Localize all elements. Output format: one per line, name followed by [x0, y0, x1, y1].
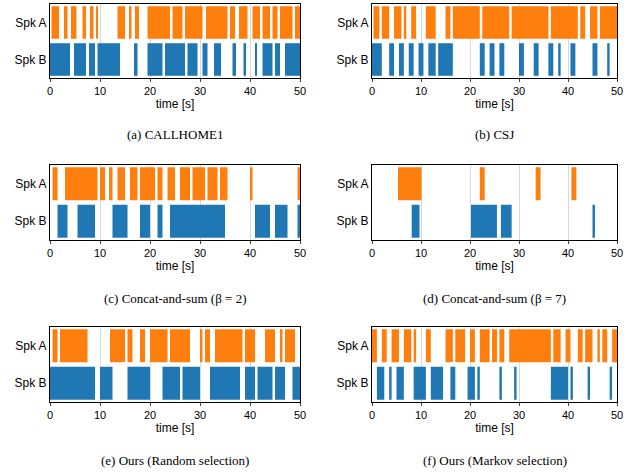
- svg-text:30: 30: [194, 85, 206, 97]
- svg-text:(d) Concat-and-sum (β = 7): (d) Concat-and-sum (β = 7): [423, 291, 566, 306]
- svg-text:50: 50: [294, 85, 306, 97]
- svg-text:10: 10: [415, 85, 427, 97]
- svg-text:Spk B: Spk B: [337, 53, 369, 67]
- svg-text:time [s]: time [s]: [156, 421, 195, 435]
- svg-text:Spk B: Spk B: [15, 53, 47, 67]
- svg-text:Spk A: Spk A: [15, 339, 46, 353]
- svg-text:20: 20: [464, 409, 476, 421]
- svg-text:time [s]: time [s]: [475, 259, 514, 273]
- svg-text:0: 0: [47, 409, 53, 421]
- svg-text:(e) Ours (Random selection): (e) Ours (Random selection): [101, 453, 249, 468]
- svg-text:Spk A: Spk A: [15, 177, 46, 191]
- svg-text:20: 20: [464, 85, 476, 97]
- svg-text:10: 10: [415, 409, 427, 421]
- svg-text:(b) CSJ: (b) CSJ: [475, 127, 514, 142]
- svg-text:Spk B: Spk B: [15, 376, 47, 390]
- svg-text:40: 40: [244, 409, 256, 421]
- svg-text:50: 50: [611, 409, 623, 421]
- svg-text:0: 0: [369, 409, 375, 421]
- svg-text:Spk B: Spk B: [15, 214, 47, 228]
- svg-text:time [s]: time [s]: [475, 421, 514, 435]
- svg-text:40: 40: [562, 409, 574, 421]
- svg-text:(c) Concat-and-sum (β = 2): (c) Concat-and-sum (β = 2): [104, 291, 246, 306]
- svg-text:40: 40: [244, 247, 256, 259]
- svg-text:10: 10: [94, 409, 106, 421]
- svg-text:40: 40: [244, 85, 256, 97]
- svg-text:50: 50: [294, 247, 306, 259]
- svg-text:Spk B: Spk B: [337, 376, 369, 390]
- svg-text:30: 30: [513, 85, 525, 97]
- svg-text:(f) Ours (Markov selection): (f) Ours (Markov selection): [423, 453, 567, 468]
- svg-text:time [s]: time [s]: [475, 97, 514, 111]
- svg-text:time [s]: time [s]: [156, 97, 195, 111]
- svg-text:30: 30: [194, 247, 206, 259]
- svg-text:10: 10: [415, 247, 427, 259]
- svg-text:10: 10: [94, 85, 106, 97]
- svg-text:10: 10: [94, 247, 106, 259]
- svg-text:0: 0: [47, 247, 53, 259]
- svg-text:50: 50: [611, 85, 623, 97]
- svg-text:Spk B: Spk B: [337, 214, 369, 228]
- svg-text:30: 30: [513, 247, 525, 259]
- svg-text:0: 0: [369, 85, 375, 97]
- svg-text:20: 20: [464, 247, 476, 259]
- svg-text:30: 30: [194, 409, 206, 421]
- svg-text:50: 50: [294, 409, 306, 421]
- svg-text:0: 0: [369, 247, 375, 259]
- svg-text:Spk A: Spk A: [337, 16, 368, 30]
- svg-text:20: 20: [144, 409, 156, 421]
- svg-text:40: 40: [562, 85, 574, 97]
- svg-text:50: 50: [611, 247, 623, 259]
- svg-text:Spk A: Spk A: [337, 339, 368, 353]
- svg-text:time [s]: time [s]: [156, 259, 195, 273]
- svg-text:20: 20: [144, 85, 156, 97]
- svg-text:(a) CALLHOME1: (a) CALLHOME1: [127, 127, 223, 142]
- svg-text:Spk A: Spk A: [15, 16, 46, 30]
- svg-text:20: 20: [144, 247, 156, 259]
- svg-text:0: 0: [47, 85, 53, 97]
- svg-text:Spk A: Spk A: [337, 177, 368, 191]
- svg-text:30: 30: [513, 409, 525, 421]
- svg-text:40: 40: [562, 247, 574, 259]
